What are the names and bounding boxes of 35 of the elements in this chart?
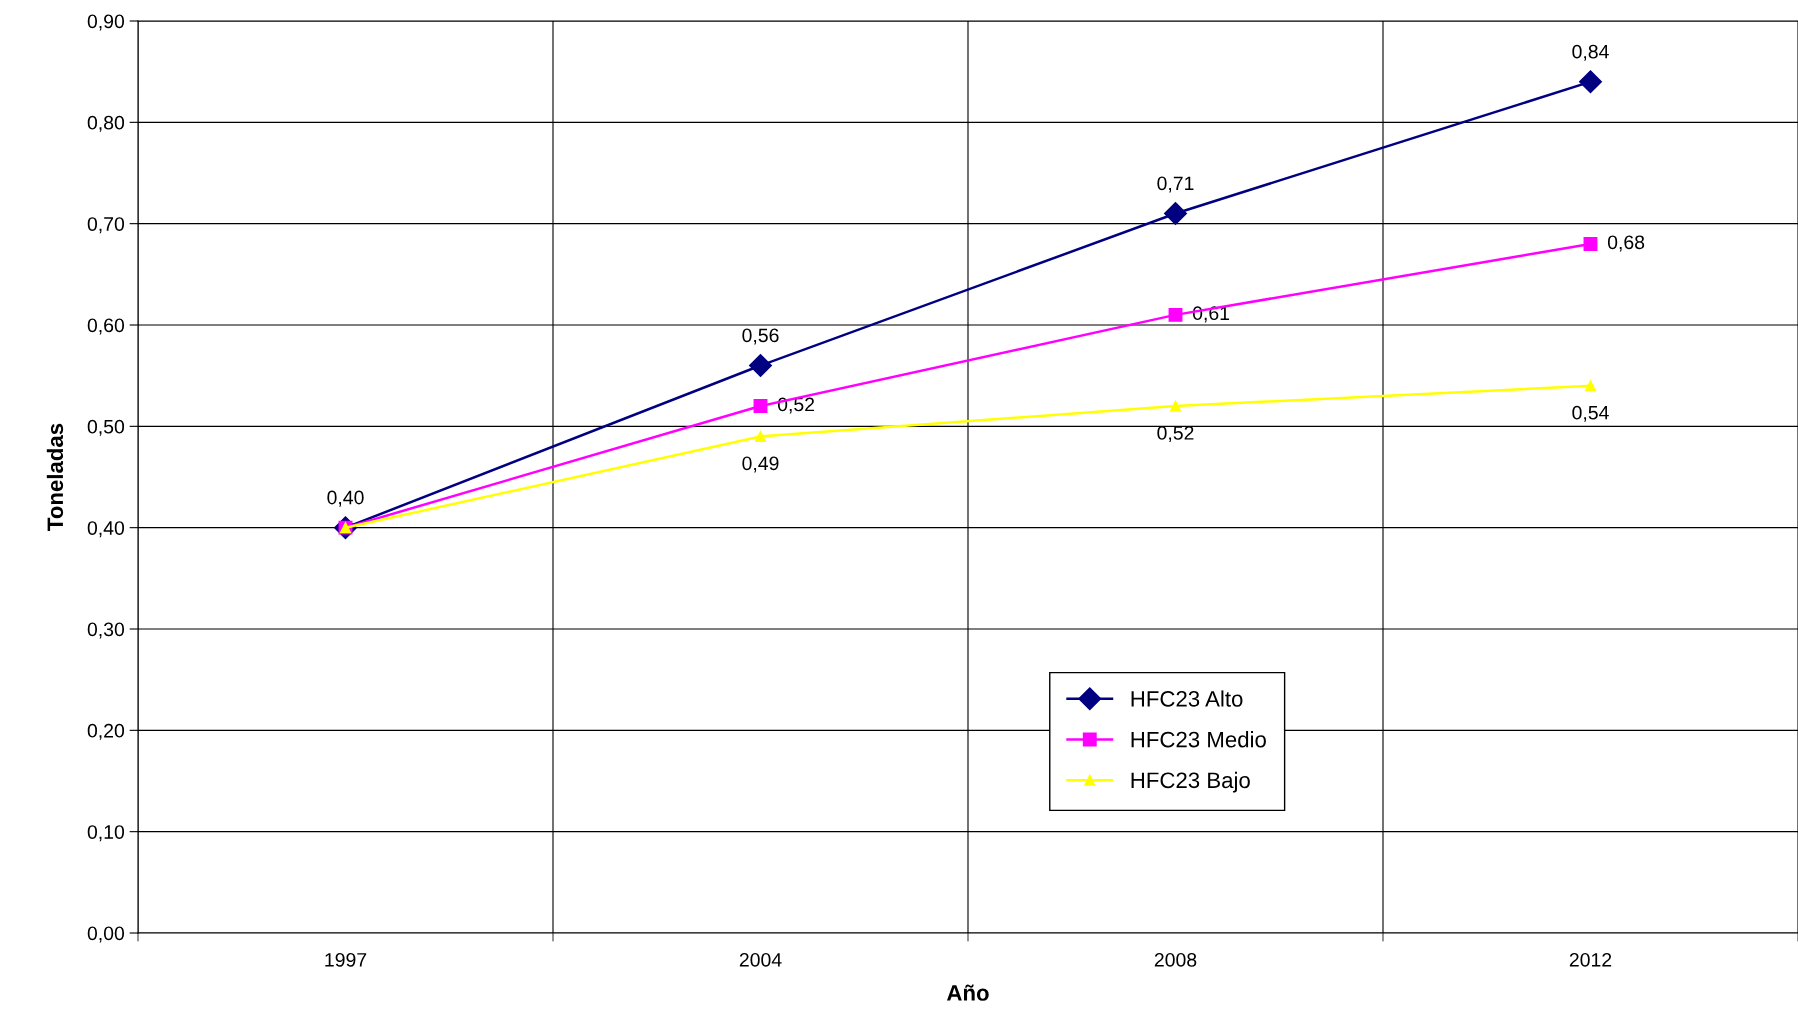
legend-label: HFC23 Bajo: [1131, 771, 1250, 793]
y-tick-label: 0,60: [87, 318, 125, 335]
point: [1579, 70, 1602, 94]
x-tick-label: 1997: [325, 952, 367, 967]
y-axis-title: Toneladas: [46, 423, 64, 531]
legend-label: HFC23 Medio: [1131, 731, 1266, 748]
y-tick-label: 0,40: [87, 521, 125, 538]
x-tick-label: 2004: [739, 952, 782, 967]
data-label: 0,40: [327, 490, 364, 507]
legend-label: HFC23 Alto: [1131, 690, 1243, 707]
data-label: 0,71: [1157, 176, 1194, 193]
point: [1583, 236, 1598, 251]
y-tick-label: 0,80: [87, 115, 125, 132]
data-label: 0,68: [1607, 235, 1645, 252]
y-tick-label: 0,00: [87, 926, 125, 943]
y-tick-label: 0,30: [87, 622, 125, 639]
y-tick-label: 0,10: [87, 825, 125, 842]
point: [1584, 380, 1597, 392]
point: [754, 430, 767, 443]
point: [1169, 400, 1182, 412]
x-tick-label: 2012: [1569, 952, 1612, 967]
data-label: 0,49: [742, 456, 779, 473]
y-tick-label: 0,90: [87, 14, 125, 31]
point: [1164, 202, 1187, 226]
data-label: 0,54: [1572, 405, 1609, 422]
y-tick-label: 0,70: [87, 217, 125, 234]
point: [749, 354, 772, 378]
x-tick-label: 2008: [1154, 952, 1197, 967]
y-tick-label: 0,50: [87, 419, 125, 436]
point: [753, 399, 768, 414]
data-label: 0,84: [1572, 44, 1609, 61]
data-label: 0,56: [742, 328, 779, 345]
x-axis-title: Año: [946, 984, 989, 1001]
y-tick-label: 0,20: [87, 723, 125, 740]
point: [1168, 307, 1183, 322]
